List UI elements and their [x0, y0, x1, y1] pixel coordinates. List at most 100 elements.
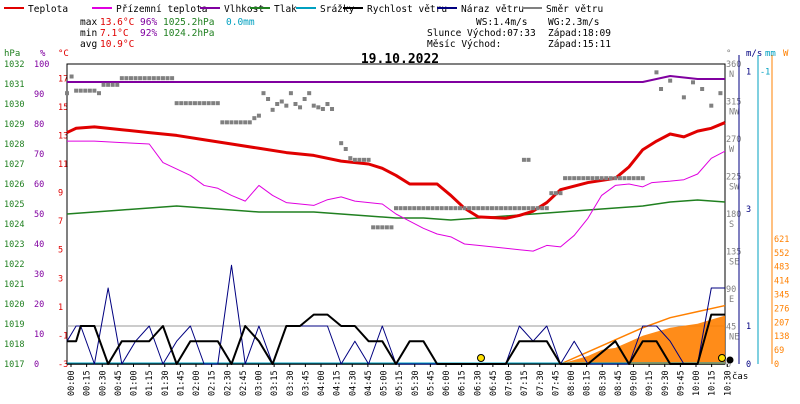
ms-tick-label: 0 [746, 360, 751, 370]
wind-direction-point [503, 206, 508, 211]
wind-direction-point [128, 76, 133, 81]
wind-direction-point [540, 206, 545, 211]
x-tick-label: 10:30 [723, 370, 733, 396]
legend-label: Vlhkost [224, 4, 264, 15]
hpa-tick-label: 1023 [4, 240, 24, 250]
x-tick-label: 00:00 [67, 370, 77, 396]
wind-direction-point [476, 206, 481, 211]
pct-tick-label: 100 [34, 60, 49, 70]
hpa-tick-label: 1027 [4, 160, 24, 170]
x-tick-label: 09:45 [676, 370, 686, 396]
wind-direction-point [590, 176, 595, 181]
wind-direction-point [106, 82, 111, 87]
wind-direction-point [512, 206, 517, 211]
wind-direction-point [160, 76, 165, 81]
hpa-tick-label: 1018 [4, 340, 24, 350]
hpa-tick-label: 1028 [4, 140, 24, 150]
series-line-p-zemn-teplota [67, 140, 726, 252]
avg-temp: 10.9°C [100, 39, 134, 50]
ms-tick-label: 1 [746, 322, 751, 332]
x-tick-label: 05:00 [380, 370, 390, 396]
wind-direction-point [311, 103, 316, 108]
wind-direction-point [119, 76, 124, 81]
pct-tick-label: 60 [34, 180, 44, 190]
wind-direction-point [279, 99, 284, 104]
sunrise-info: Slunce Východ:07:33 [427, 28, 536, 39]
pct-unit: % [40, 49, 46, 59]
rain-total: 0.0mm [226, 17, 255, 28]
wind-direction-point [375, 225, 380, 230]
wind-direction-point [691, 80, 696, 85]
x-tick-label: 05:15 [395, 370, 405, 396]
pct-tick-label: 40 [34, 240, 44, 250]
direction-tick-label: E [729, 295, 734, 305]
wind-direction-point [453, 206, 458, 211]
hpa-tick-label: 1021 [4, 280, 24, 290]
x-tick-label: 08:45 [614, 370, 624, 396]
pct-tick-label: 20 [34, 300, 44, 310]
x-tick-label: 06:45 [489, 370, 499, 396]
wind-direction-point [558, 191, 563, 196]
hpa-tick-label: 1024 [4, 220, 24, 230]
wind-direction-point [78, 88, 83, 93]
wind-direction-point [247, 120, 252, 125]
max-temp: 13.6°C [100, 17, 134, 28]
wind-direction-point [439, 206, 444, 211]
wind-direction-point [457, 206, 462, 211]
wind-direction-point [238, 120, 243, 125]
c-tick-label: 17 [58, 74, 68, 84]
max-hum: 96% [140, 17, 157, 28]
wind-direction-point [220, 120, 225, 125]
x-tick-label: 00:45 [114, 370, 124, 396]
wind-direction-point [640, 176, 645, 181]
pct-tick-label: 0 [34, 360, 39, 370]
x-tick-label: 09:30 [661, 370, 671, 396]
wind-direction-point [357, 157, 362, 162]
wind-direction-point [284, 103, 289, 108]
wind-direction-point [174, 101, 179, 106]
wind-direction-point [101, 82, 106, 87]
wind-direction-point [617, 176, 622, 181]
w-tick-label: 483 [774, 263, 789, 273]
wind-direction-point [572, 176, 577, 181]
wind-direction-point [627, 176, 632, 181]
wind-direction-point [435, 206, 440, 211]
wind-direction-point [202, 101, 207, 106]
x-tick-label: 04:00 [317, 370, 327, 396]
x-tick-label: 02:15 [208, 370, 218, 396]
x-tick-label: 03:30 [286, 370, 296, 396]
wind-direction-point [526, 206, 531, 211]
pct-tick-label: 70 [34, 150, 44, 160]
x-tick-label: 07:00 [505, 370, 515, 396]
wind-direction-point [631, 176, 636, 181]
wind-direction-point [412, 206, 417, 211]
w-tick-label: 276 [774, 304, 789, 314]
wind-direction-point [563, 176, 568, 181]
hpa-unit: hPa [4, 49, 20, 59]
wind-direction-point [595, 176, 600, 181]
min-temp: 7.1°C [100, 28, 129, 39]
hpa-tick-label: 1030 [4, 100, 24, 110]
wind-direction-point [581, 176, 586, 181]
wind-direction-point [553, 191, 558, 196]
c-unit: °C [58, 49, 69, 59]
direction-tick-label: W [729, 145, 735, 155]
wind-direction-point [270, 107, 275, 112]
c-tick-label: 13 [58, 131, 68, 141]
wind-direction-point [320, 107, 325, 111]
wind-direction-point [425, 206, 430, 211]
wind-direction-point [608, 176, 613, 181]
wind-direction-point [110, 82, 115, 87]
x-tick-label: 08:15 [583, 370, 593, 396]
hpa-tick-label: 1031 [4, 80, 24, 90]
wind-direction-point [613, 176, 618, 181]
x-tick-label: 05:45 [426, 370, 436, 396]
x-tick-label: 02:45 [239, 370, 249, 396]
wind-direction-point [362, 157, 367, 162]
direction-tick-label: N [729, 70, 734, 80]
wind-direction-point [448, 206, 453, 211]
min-label: min [80, 28, 97, 39]
c-tick-label: -3 [58, 360, 68, 370]
wind-direction-point [430, 206, 435, 211]
